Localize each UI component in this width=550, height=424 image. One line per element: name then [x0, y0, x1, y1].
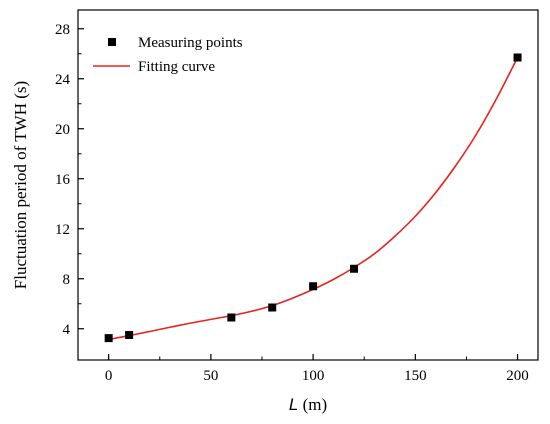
ticks-layer: 0 50 100 150 200 4 8 12 16 20 24 28: [55, 22, 529, 384]
x-axis-label-symbol: L: [289, 395, 298, 414]
y-tick-label-3: 16: [55, 172, 71, 188]
measuring-point-2: [227, 313, 236, 322]
x-axis-label-unit: (m): [298, 395, 327, 414]
y-tick-label-4: 20: [55, 122, 70, 138]
y-axis-label: Fluctuation period of TWH (s): [11, 81, 30, 289]
y-tick-label-6: 28: [55, 22, 70, 38]
y-tick-label-5: 24: [55, 72, 71, 88]
legend-marker-measuring-points: [108, 38, 116, 46]
x-tick-label-0: 0: [105, 368, 113, 384]
legend-label-measuring-points: Measuring points: [138, 35, 243, 51]
legend: Measuring points Fitting curve: [93, 35, 243, 75]
x-axis-label: L (m): [289, 395, 327, 414]
y-tick-label-2: 12: [55, 222, 70, 238]
measuring-point-5: [350, 264, 358, 273]
x-tick-label-2: 100: [302, 368, 325, 384]
legend-label-fitting-curve: Fitting curve: [138, 59, 215, 75]
y-tick-label-0: 4: [63, 322, 71, 338]
x-tick-label-4: 200: [506, 368, 529, 384]
x-tick-label-1: 50: [203, 368, 218, 384]
measuring-point-0: [104, 334, 113, 343]
points-layer: [104, 53, 522, 343]
measuring-point-4: [309, 282, 318, 291]
plot-area: [77, 9, 539, 361]
measuring-point-3: [268, 303, 277, 312]
measuring-point-1: [125, 331, 134, 339]
measuring-point-6: [513, 53, 522, 62]
x-tick-label-3: 150: [404, 368, 427, 384]
y-tick-label-1: 8: [63, 272, 71, 288]
